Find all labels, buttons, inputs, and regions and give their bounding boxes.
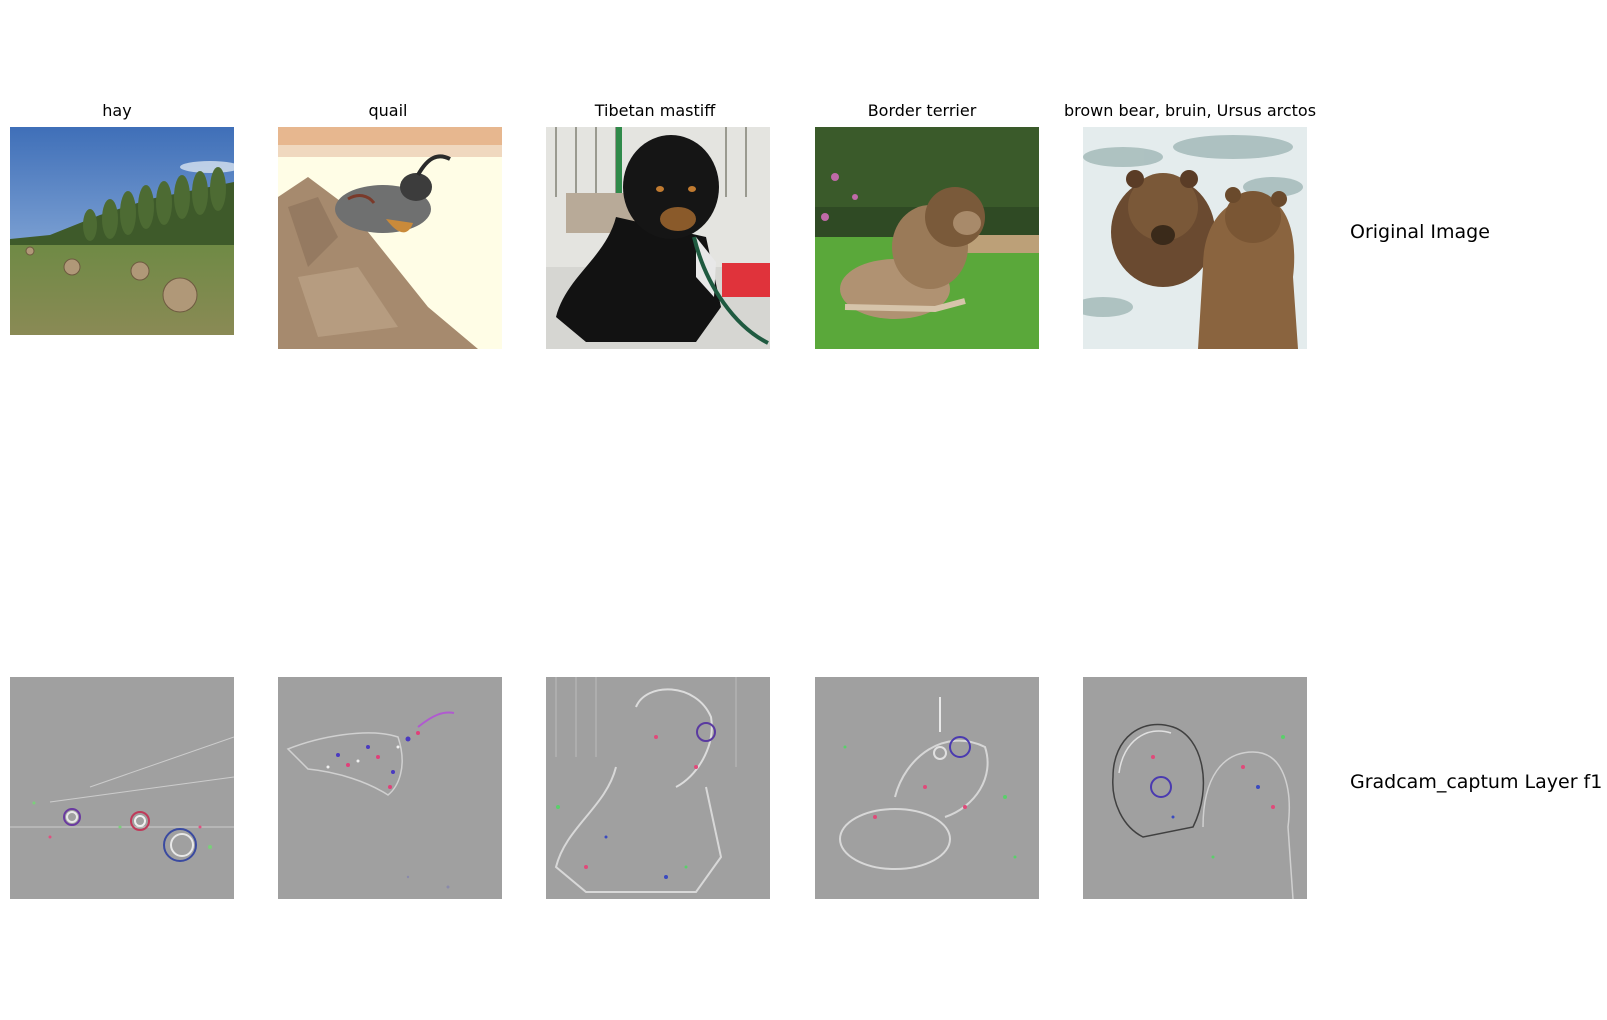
- gradcam-map-border-terrier: [815, 677, 1039, 899]
- column-title-tibetan-mastiff: Tibetan mastiff: [594, 101, 716, 120]
- original-image-tibetan-mastiff: [546, 127, 770, 349]
- original-image-hay: [10, 127, 234, 335]
- original-image-brown-bear: [1083, 127, 1307, 349]
- gradcam-map-quail: [278, 677, 502, 899]
- row-label-gradcam-layer: Gradcam_captum Layer f1: [1350, 771, 1603, 793]
- column-title-brown-bear: brown bear, bruin, Ursus arctos: [1063, 101, 1317, 120]
- gradcam-map-brown-bear: [1083, 677, 1307, 899]
- gradcam-map-tibetan-mastiff: [546, 677, 770, 899]
- column-title-border-terrier: Border terrier: [867, 101, 977, 120]
- original-image-quail: [278, 127, 502, 349]
- column-title-hay: hay: [102, 101, 132, 120]
- original-image-border-terrier: [815, 127, 1039, 349]
- row-label-original-image: Original Image: [1350, 221, 1490, 243]
- column-title-quail: quail: [368, 101, 408, 120]
- gradcam-map-hay: [10, 677, 234, 899]
